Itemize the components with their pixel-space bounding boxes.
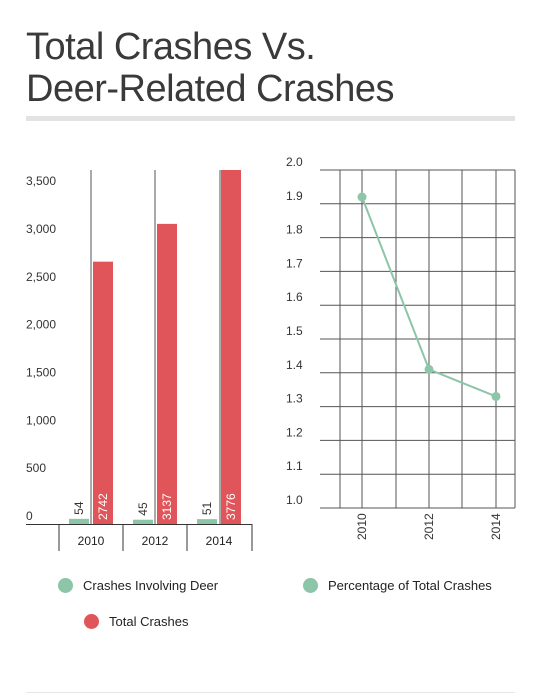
bar-deer-data-label: 51 — [200, 501, 214, 515]
bar-y-tick-label: 500 — [26, 461, 46, 475]
title-line-2: Deer-Related Crashes — [26, 68, 395, 110]
legend-swatch-deer — [58, 578, 73, 593]
line-y-tick-label: 1.1 — [286, 459, 303, 473]
bar-y-tick-label: 1,500 — [26, 365, 56, 379]
line-y-tick-label: 1.4 — [286, 358, 303, 372]
bottom-divider — [26, 692, 515, 693]
legend-label-percentage: Percentage of Total Crashes — [328, 578, 492, 593]
line-chart: 1.0 1.1 1.2 1.3 1.4 1.5 1.6 1.7 1.8 1.9 2.0 2010 201… — [286, 155, 516, 540]
bar-deer — [69, 518, 89, 524]
bar-x-tick-label: 2014 — [206, 534, 233, 548]
line-y-tick-label: 1.6 — [286, 290, 303, 304]
line-y-tick-label: 1.5 — [286, 324, 303, 338]
line-y-tick-label: 1.8 — [286, 223, 303, 237]
bar-y-tick-label: 2,500 — [26, 270, 56, 284]
line-point — [491, 391, 501, 401]
bar-x-tick-label: 2012 — [142, 534, 169, 548]
line-y-tick-label: 2.0 — [286, 155, 303, 169]
bar-deer-data-label: 54 — [72, 501, 86, 515]
bar-y-tick-label: 0 — [26, 509, 33, 523]
bar-deer — [133, 519, 153, 524]
line-y-tick-label: 1.2 — [286, 425, 303, 439]
legend-swatch-total — [84, 614, 99, 629]
legend-item-percentage: Percentage of Total Crashes — [303, 578, 492, 593]
legend-item-total: Total Crashes — [84, 614, 188, 629]
bar-chart: 0 500 1,000 1,500 2,000 2,500 3,000 3,500 2010 54… — [26, 170, 253, 551]
bar-total — [93, 261, 113, 524]
line-point — [357, 192, 367, 202]
line-x-tick-label: 2014 — [489, 513, 503, 540]
bar-total — [157, 223, 177, 524]
bar-y-tick-label: 2,000 — [26, 318, 56, 332]
line-x-tick-label: 2012 — [422, 513, 436, 540]
bar-y-tick-label: 3,500 — [26, 174, 56, 188]
bar-total — [221, 170, 241, 524]
bar-deer — [197, 519, 217, 524]
page-title: Total Crashes Vs. Deer-Related Crashes — [26, 26, 526, 110]
bar-total-data-label: 2742 — [96, 493, 110, 520]
line-y-tick-label: 1.3 — [286, 392, 303, 406]
bar-total-data-label: 3137 — [160, 493, 174, 520]
line-x-tick-label: 2010 — [355, 513, 369, 540]
line-y-tick-label: 1.9 — [286, 189, 303, 203]
bar-x-tick-label: 2010 — [78, 534, 105, 548]
title-divider — [26, 116, 515, 121]
legend-label-total: Total Crashes — [109, 614, 189, 629]
line-y-tick-label: 1.7 — [286, 256, 303, 270]
legend-swatch-percentage — [303, 578, 318, 593]
line-point — [424, 364, 434, 374]
bar-total-data-label: 3776 — [224, 493, 238, 520]
bar-deer-data-label: 45 — [136, 502, 150, 516]
legend-item-deer: Crashes Involving Deer — [58, 578, 218, 593]
title-line-1: Total Crashes Vs. — [26, 26, 316, 68]
bar-y-tick-label: 3,000 — [26, 222, 56, 236]
bar-y-tick-label: 1,000 — [26, 413, 56, 427]
legend-label-deer: Crashes Involving Deer — [83, 578, 219, 593]
line-y-tick-label: 1.0 — [286, 493, 303, 507]
